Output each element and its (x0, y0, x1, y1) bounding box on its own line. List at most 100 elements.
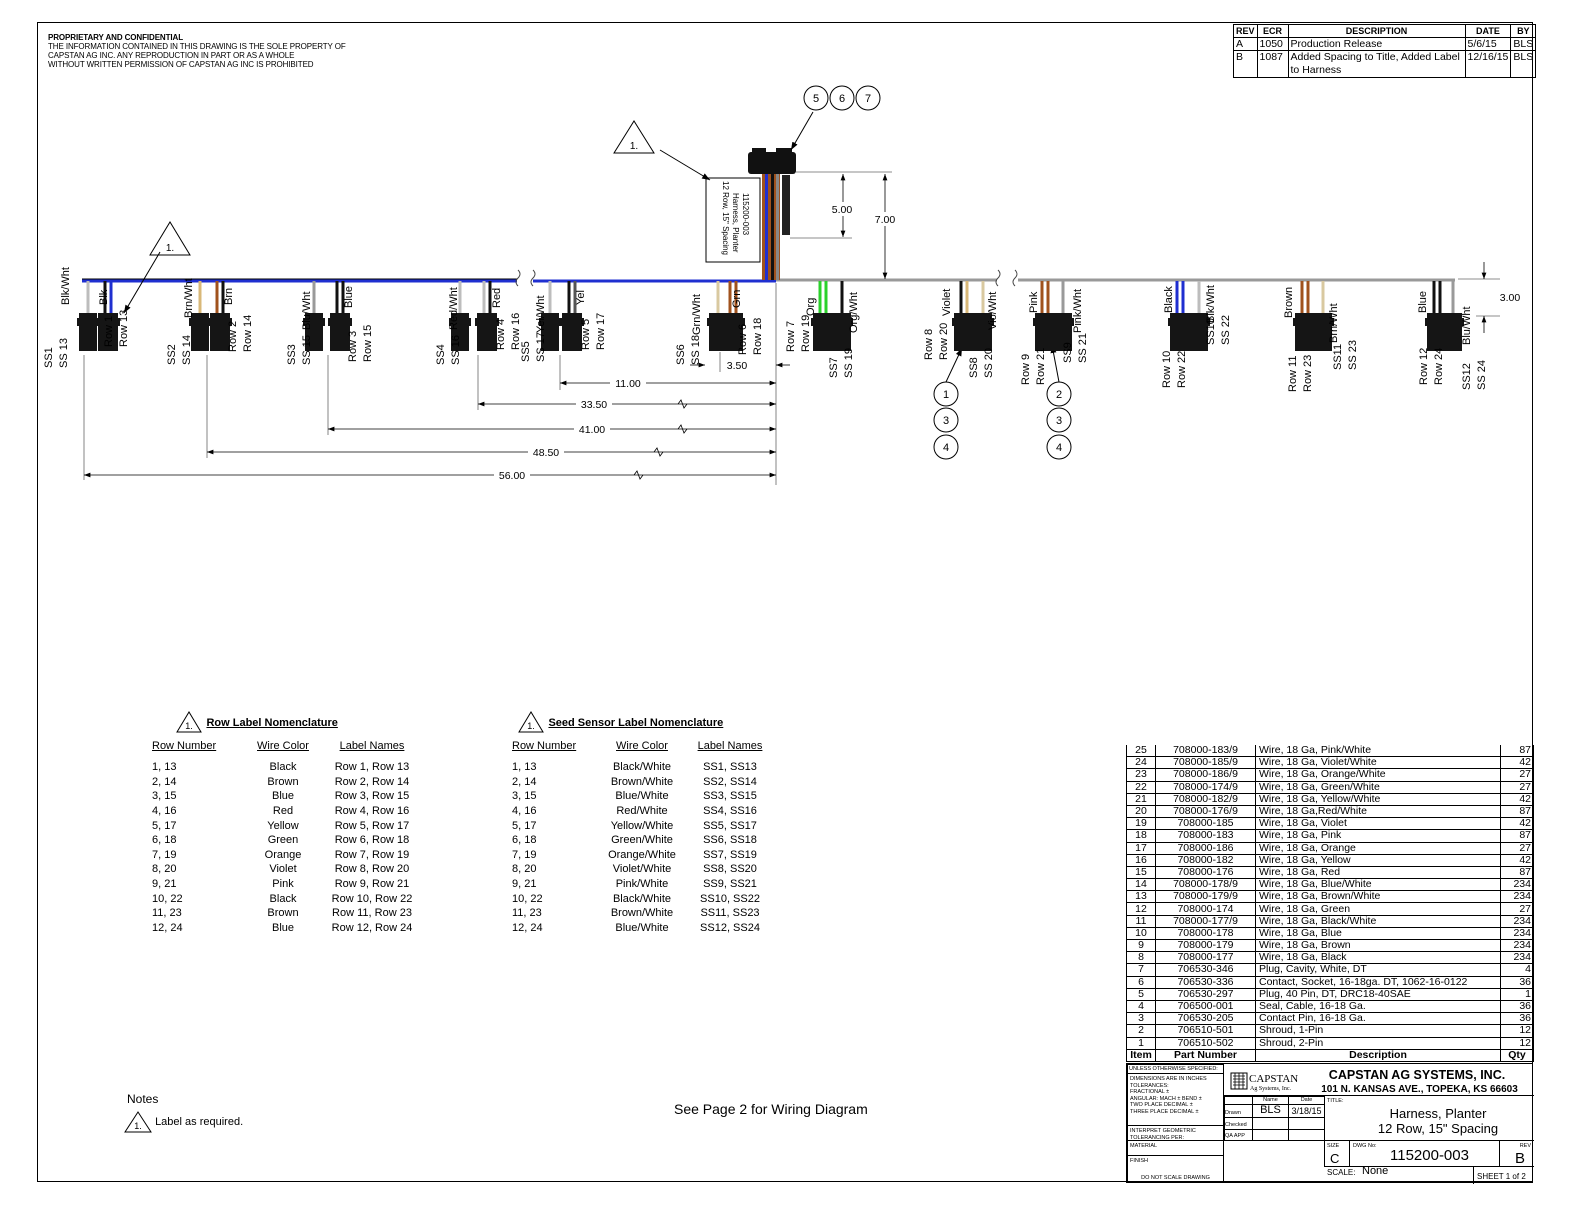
row-label: Row 18 (752, 318, 764, 355)
bom-part-number: 708000-183/9 (1155, 745, 1256, 758)
bom-description: Contact, Socket, 16-18ga. DT, 1062-16-01… (1255, 976, 1501, 989)
row-label: Row 4 (495, 319, 507, 350)
item-balloon: 6 (829, 85, 855, 111)
legend-cell: 7, 19 (512, 848, 537, 861)
row-wire-label: Grn (731, 290, 743, 308)
bom-item: 2 (1126, 1024, 1156, 1038)
legend-cell: 8, 20 (512, 863, 537, 876)
bom-qty: 4 (1500, 963, 1534, 977)
bom-row: 21 708000-182/9 Wire, 18 Ga, Yellow/White 4… (1126, 793, 1534, 806)
bom-item: 3 (1126, 1012, 1156, 1026)
sheet-size: C (1330, 1151, 1340, 1166)
revision-block: REV ECR DESCRIPTION DATE BY A 1050 Produ… (1233, 24, 1537, 78)
bom-part-number: 708000-179/9 (1155, 890, 1256, 904)
date-cell: 12/16/15 (1464, 50, 1512, 78)
ss-connector-latch (1312, 318, 1334, 326)
drawn-date: 3/18/15 (1288, 1104, 1325, 1118)
bom-item: 13 (1126, 890, 1156, 904)
legend-cell: 6, 18 (512, 834, 537, 847)
bom-part-number: 706530-205 (1155, 1012, 1256, 1026)
legend-cell: Brown (267, 907, 299, 920)
bom-qty: 234 (1500, 915, 1534, 928)
ss-connector-latch (707, 318, 729, 326)
row-label: Row 1 (103, 316, 115, 347)
legend-cell: Blue/White (615, 790, 669, 803)
proprietary-line: WITHOUT WRITTEN PERMISSION OF CAPSTAN AG… (48, 60, 314, 69)
legend-row: 1, 13 Black/White SS1, SS13 (512, 760, 780, 775)
legend-header: Label Names (339, 740, 405, 752)
legend-row: 8, 20 Violet/White SS8, SS20 (512, 862, 780, 877)
seed-legend-heading: Seed Sensor Label Nomenclature (548, 717, 724, 730)
legend-cell: 4, 16 (152, 805, 177, 818)
ss-wire-label: Blk/Wht (1205, 285, 1217, 323)
legend-cell: Yellow (267, 819, 299, 832)
row-wire-label: Yel (575, 290, 587, 305)
legend-cell: 11, 23 (512, 907, 542, 920)
bom-description: Seal, Cable, 16-18 Ga. (1255, 1000, 1501, 1014)
row-wire-label: Red (491, 288, 503, 308)
description-cell: Production Release (1287, 37, 1466, 51)
bom-qty: 27 (1500, 768, 1534, 782)
bom-description: Wire, 18 Ga, Brown (1255, 939, 1501, 953)
leader-line (790, 111, 814, 151)
bom-header-cell: Item (1126, 1048, 1156, 1062)
bom-row: 4 706500-001 Seal, Cable, 16-18 Ga. 36 (1126, 1000, 1534, 1014)
ss-label: SS9 (1062, 342, 1074, 363)
title-label: TITLE: (1327, 1098, 1344, 1104)
row-label: Row 24 (1433, 348, 1445, 385)
bom-part-number: 708000-178/9 (1155, 878, 1256, 892)
bom-qty: 12 (1500, 1037, 1534, 1050)
note-flag-icon: 1. (518, 711, 544, 733)
rev-cell: B (1233, 50, 1258, 78)
legend-row: 3, 15 Blue Row 3, Row 15 (152, 789, 422, 804)
row-connector-latch (721, 318, 745, 326)
bom-description: Wire, 18 Ga, Violet (1255, 817, 1501, 831)
svg-text:1.: 1. (134, 1121, 142, 1131)
legend-row: 10, 22 Black/White SS10, SS22 (512, 891, 780, 906)
bom-part-number: 708000-186/9 (1155, 768, 1256, 782)
bom-item: 21 (1126, 793, 1156, 806)
leader-line (1050, 344, 1060, 383)
balloon-number: 5 (813, 93, 819, 105)
row-label: Row 3 (347, 331, 359, 362)
bom-row: 12 708000-174 Wire, 18 Ga, Green 27 (1126, 902, 1534, 916)
bom-row: 3 706530-205 Contact Pin, 16-18 Ga. 36 (1126, 1012, 1534, 1026)
company-name: CAPSTAN AG SYSTEMS, INC. (1328, 1068, 1506, 1082)
bom-row: 11 708000-177/9 Wire, 18 Ga, Black/White 23… (1126, 915, 1534, 928)
bom-row: 5 706530-297 Plug, 40 Pin, DT, DRC18-40SAE… (1126, 988, 1534, 1001)
item-balloon: 3 (933, 407, 959, 433)
legend-cell: Red (272, 805, 294, 818)
material: MATERIAL (1127, 1140, 1224, 1156)
bom-qty: 87 (1500, 866, 1534, 880)
legend-cell: Row 3, Row 15 (334, 790, 410, 803)
legend-cell: Row 9, Row 21 (334, 878, 410, 891)
ss-label: SS 15 (301, 335, 313, 365)
ss-label: SS 14 (181, 335, 193, 365)
row-label: Row 14 (242, 315, 254, 352)
bom-item: 4 (1126, 1000, 1156, 1014)
dimension-value: 11.00 (615, 378, 641, 390)
legend-cell: SS4, SS16 (703, 805, 757, 818)
ss-label: SS12 (1461, 363, 1473, 390)
ss-label: SS1 (43, 347, 55, 368)
bom-part-number: 708000-182/9 (1155, 793, 1256, 806)
bom-qty: 42 (1500, 793, 1534, 806)
bom-qty: 27 (1500, 781, 1534, 794)
bom-qty: 36 (1500, 1012, 1534, 1026)
note-item: 1. Label as required. (124, 1111, 243, 1133)
bom-part-number: 706530-297 (1155, 988, 1256, 1001)
bom-item: 9 (1126, 939, 1156, 953)
balloon-number: 6 (839, 93, 845, 105)
bom-part-number: 706530-336 (1155, 976, 1256, 989)
bom-description: Wire, 18 Ga, Brown/White (1255, 890, 1501, 904)
legend-cell: SS7, SS19 (703, 848, 757, 861)
legend-cell: 5, 17 (512, 819, 537, 832)
ss-wire-label: Blk/Wht (60, 267, 72, 305)
legend-row: 8, 20 Violet Row 8, Row 20 (152, 862, 422, 877)
bom-header-cell: Description (1255, 1048, 1501, 1062)
row-label: Row 9 (1020, 354, 1032, 385)
bom-qty: 42 (1500, 817, 1534, 831)
legend-cell: SS1, SS13 (703, 761, 757, 774)
revision-row: B 1087 Added Spacing to Title, Added Lab… (1233, 50, 1537, 78)
item-balloon: 7 (855, 85, 881, 111)
